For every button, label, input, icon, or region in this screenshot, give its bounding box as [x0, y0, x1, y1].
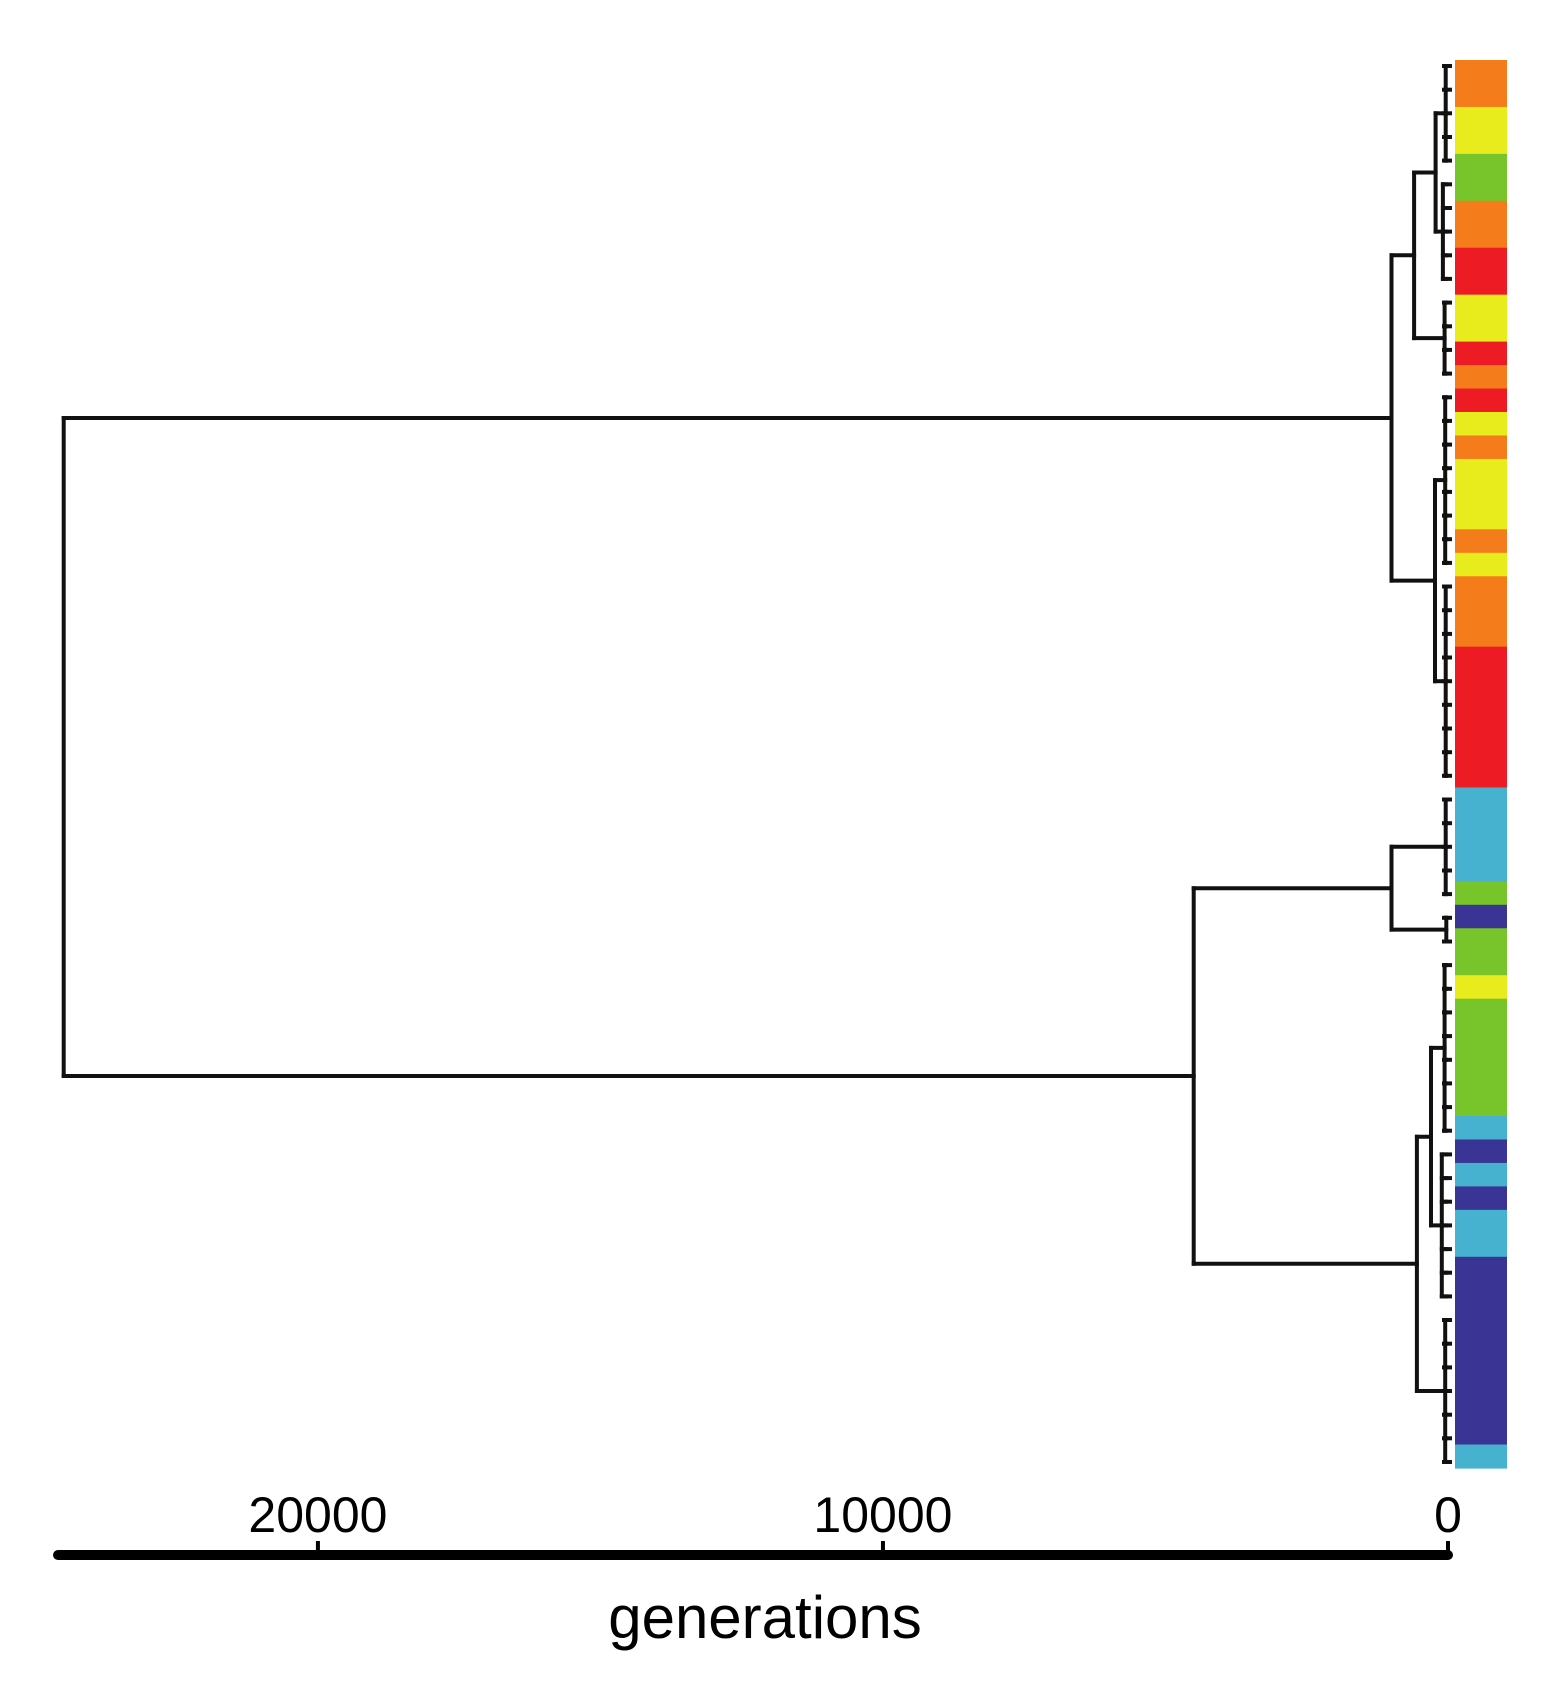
strip-segment-yellow	[1455, 294, 1507, 343]
strip-segment-orange	[1455, 529, 1507, 554]
strip-segment-navy	[1455, 904, 1507, 929]
strip-segment-orange	[1455, 200, 1507, 249]
strip-segment-orange	[1455, 576, 1507, 648]
strip-segment-yellow	[1455, 975, 1507, 1000]
x-tick-label: 0	[1434, 1487, 1462, 1543]
strip-segment-cyan	[1455, 1162, 1507, 1187]
strip-segment-orange	[1455, 365, 1507, 390]
strip-segment-cyan	[1455, 1116, 1507, 1141]
strip-segment-cyan	[1455, 1444, 1507, 1469]
strip-segment-yellow	[1455, 458, 1507, 530]
strip-segment-red	[1455, 646, 1507, 789]
strip-segment-red	[1455, 388, 1507, 413]
x-axis: 20000 10000 0	[53, 1487, 1462, 1560]
strip-segment-green	[1455, 881, 1507, 906]
strip-segment-orange	[1455, 60, 1507, 108]
color-strip	[1455, 60, 1507, 1469]
strip-segment-red	[1455, 341, 1507, 366]
strip-segment-yellow	[1455, 552, 1507, 577]
strip-segment-yellow	[1455, 412, 1507, 437]
strip-segment-cyan	[1455, 1209, 1507, 1258]
x-axis-title: generations	[608, 1584, 922, 1651]
x-tick-label: 20000	[248, 1487, 387, 1543]
strip-segment-navy	[1455, 1186, 1507, 1211]
strip-segment-green	[1455, 998, 1507, 1117]
strip-segment-cyan	[1455, 787, 1507, 882]
strip-segment-orange	[1455, 435, 1507, 460]
strip-segment-red	[1455, 247, 1507, 296]
strip-segment-green	[1455, 928, 1507, 976]
strip-segment-navy	[1455, 1256, 1507, 1446]
x-tick-label: 10000	[813, 1487, 952, 1543]
strip-segment-navy	[1455, 1139, 1507, 1164]
strip-segment-yellow	[1455, 106, 1507, 155]
tree-branches	[61, 64, 1449, 1464]
strip-segment-green	[1455, 153, 1507, 202]
